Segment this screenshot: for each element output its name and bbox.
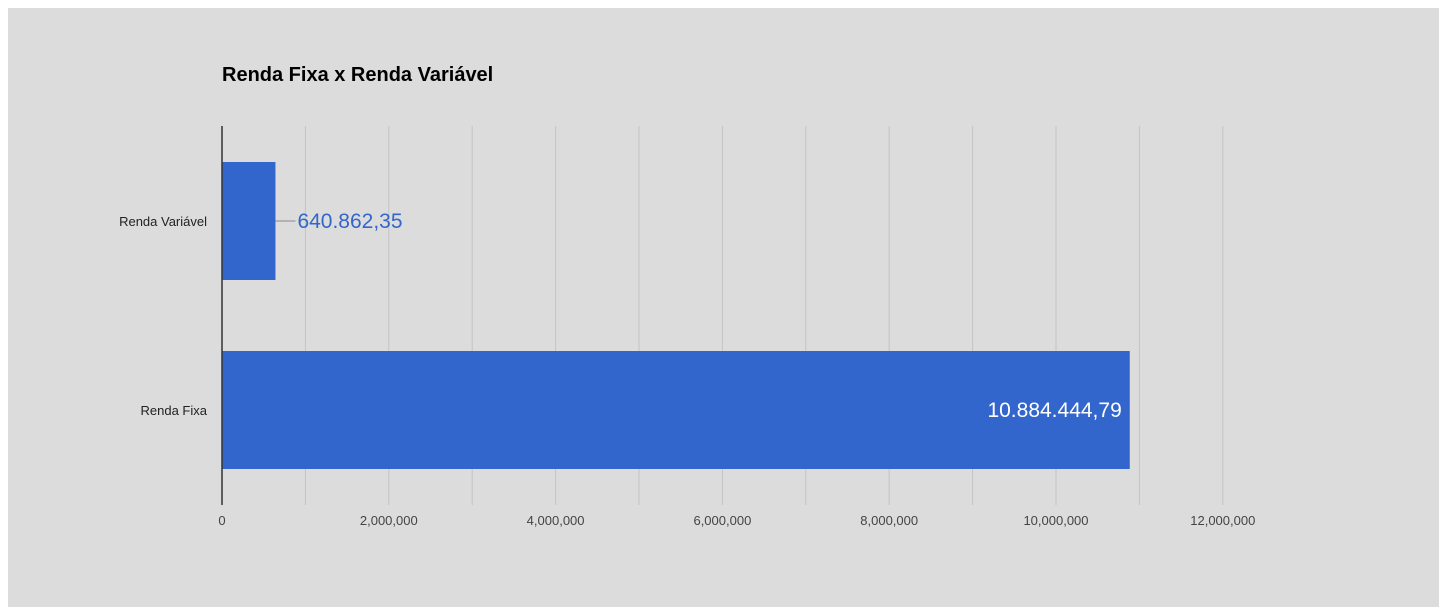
- data-label: 640.862,35: [297, 210, 402, 233]
- bar-1: [222, 351, 1130, 469]
- category-label: Renda Variável: [119, 214, 207, 229]
- chart-panel: [8, 8, 1439, 607]
- bars: [222, 162, 1130, 469]
- x-tick-label: 0: [218, 513, 225, 528]
- x-tick-label: 2,000,000: [360, 513, 418, 528]
- data-label: 10.884.444,79: [987, 399, 1121, 422]
- chart-title: Renda Fixa x Renda Variável: [222, 64, 494, 86]
- x-axis-ticks: 0 2,000,000 4,000,000 6,000,000 8,000,000 10,…: [218, 513, 1255, 528]
- x-tick-label: 12,000,000: [1190, 513, 1255, 528]
- x-tick-label: 4,000,000: [527, 513, 585, 528]
- data-labels: 640.862,35 10.884.444,79: [275, 210, 1122, 422]
- x-tick-label: 6,000,000: [693, 513, 751, 528]
- x-tick-label: 8,000,000: [860, 513, 918, 528]
- bar-0: [222, 162, 276, 280]
- y-axis-categories: Renda Variável Renda Fixa: [119, 214, 208, 418]
- category-label: Renda Fixa: [141, 403, 208, 418]
- x-tick-label: 10,000,000: [1023, 513, 1088, 528]
